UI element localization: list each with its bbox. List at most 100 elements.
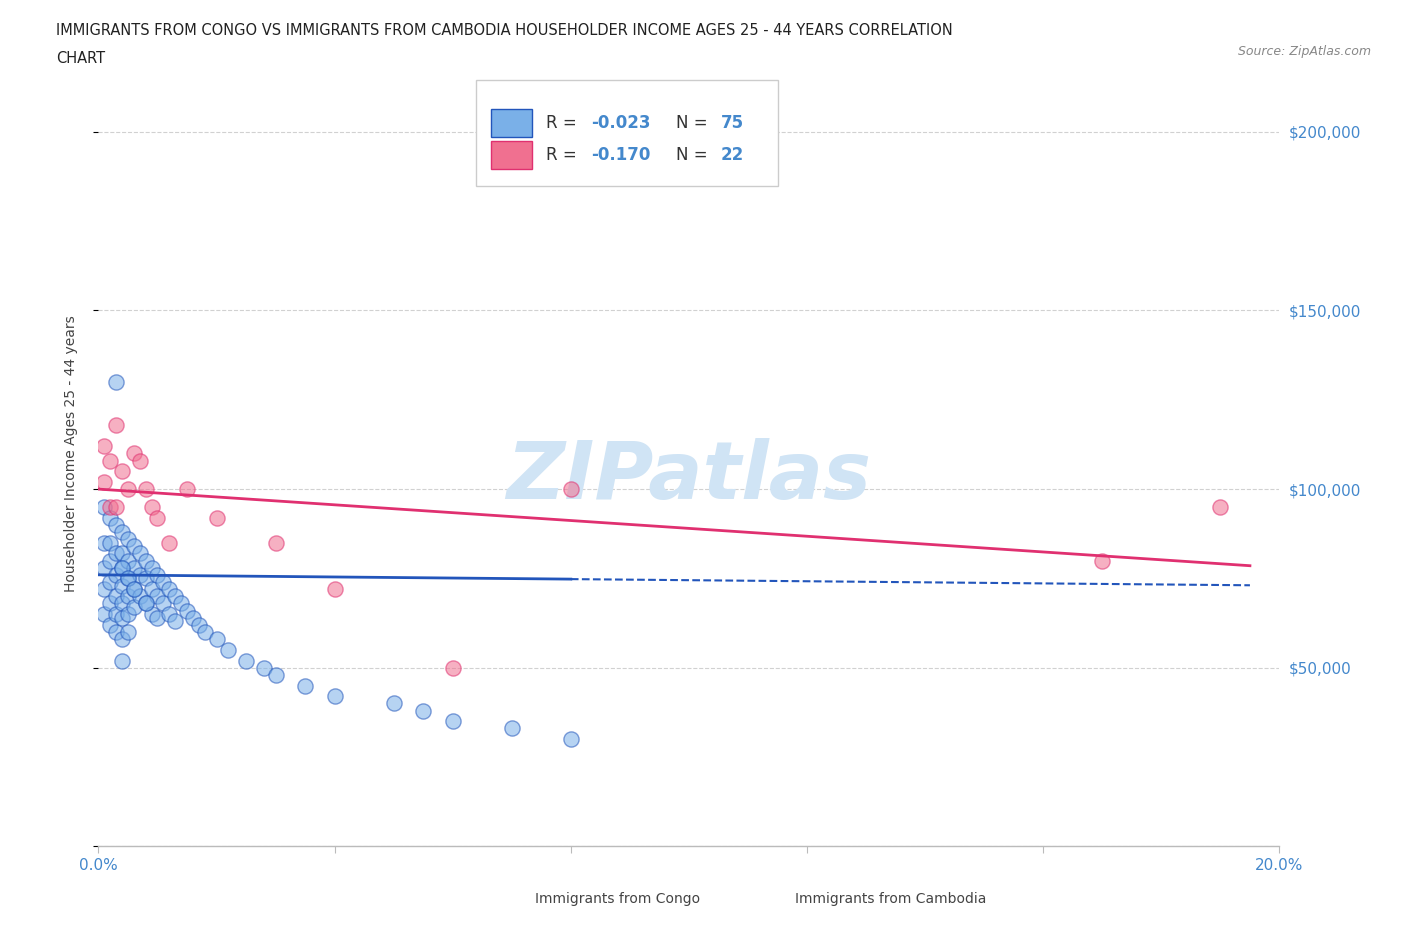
Point [264,668,287,683]
Point [264,536,287,551]
Point [105,625,128,640]
Point [170,596,193,611]
Point [128,567,150,582]
Point [146,511,169,525]
Point [501,721,523,736]
Point [165,589,187,604]
Point [111,610,134,625]
Point [141,581,163,596]
Point [152,575,174,590]
Text: Source: ZipAtlas.com: Source: ZipAtlas.com [1237,45,1371,58]
Point [128,589,150,604]
FancyBboxPatch shape [477,80,778,186]
Text: 75: 75 [721,114,744,132]
Point [111,560,134,575]
Point [217,643,239,658]
Point [165,614,187,629]
Point [111,546,134,561]
Point [111,525,134,539]
Point [117,482,139,497]
Point [111,578,134,593]
Point [105,589,128,604]
Point [98,575,121,590]
Point [93,560,115,575]
Point [1209,499,1232,514]
Point [146,589,169,604]
Point [98,499,121,514]
Y-axis label: Householder Income Ages 25 - 44 years: Householder Income Ages 25 - 44 years [63,315,77,591]
Text: CHART: CHART [56,51,105,66]
Point [560,732,582,747]
Point [560,482,582,497]
Point [122,600,145,615]
Point [294,678,316,693]
Point [98,536,121,551]
Point [152,596,174,611]
Point [117,571,139,586]
Text: 22: 22 [721,146,744,164]
Text: N =: N = [676,114,713,132]
FancyBboxPatch shape [491,109,531,138]
Point [122,560,145,575]
Point [111,560,134,575]
Point [181,610,204,625]
Point [128,453,150,468]
Text: Immigrants from Cambodia: Immigrants from Cambodia [796,892,987,906]
Point [441,714,464,729]
Point [105,375,128,390]
Point [146,610,169,625]
Text: -0.023: -0.023 [591,114,651,132]
Text: IMMIGRANTS FROM CONGO VS IMMIGRANTS FROM CAMBODIA HOUSEHOLDER INCOME AGES 25 - 4: IMMIGRANTS FROM CONGO VS IMMIGRANTS FROM… [56,23,953,38]
Point [98,553,121,568]
Point [135,571,157,586]
Text: R =: R = [546,146,582,164]
Point [128,546,150,561]
Point [146,567,169,582]
Point [122,538,145,553]
Point [157,536,180,551]
Point [105,567,128,582]
Point [93,536,115,551]
Point [235,653,257,668]
Point [253,660,276,675]
Point [98,596,121,611]
Point [111,596,134,611]
Text: N =: N = [676,146,713,164]
Point [176,604,198,618]
Point [111,631,134,646]
Point [157,581,180,596]
Point [98,453,121,468]
Point [93,474,115,489]
Point [135,596,157,611]
Point [105,418,128,432]
Point [141,499,163,514]
Point [205,631,228,646]
Text: Immigrants from Congo: Immigrants from Congo [536,892,700,906]
Point [98,511,121,525]
Point [135,482,157,497]
Point [135,553,157,568]
Point [105,499,128,514]
Point [93,606,115,621]
Point [412,703,434,718]
FancyBboxPatch shape [482,886,527,911]
Point [141,560,163,575]
Point [187,618,209,632]
Point [105,546,128,561]
Text: ZIPatlas: ZIPatlas [506,438,872,516]
Text: -0.170: -0.170 [591,146,651,164]
Point [135,596,157,611]
FancyBboxPatch shape [742,886,787,911]
Point [122,581,145,596]
Point [98,618,121,632]
Point [122,581,145,596]
Point [441,660,464,675]
Point [93,499,115,514]
Point [122,446,145,461]
Point [111,653,134,668]
Point [205,511,228,525]
Point [117,625,139,640]
Point [117,606,139,621]
Point [382,696,405,711]
Point [1091,553,1114,568]
